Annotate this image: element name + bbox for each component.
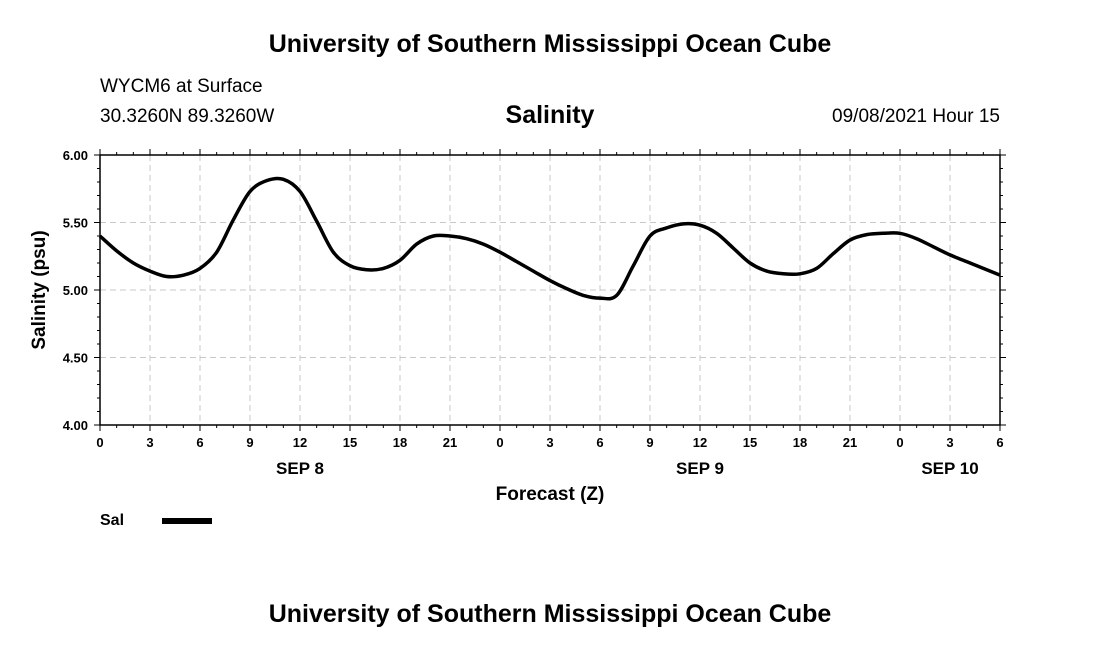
x-tick-label: 0 (96, 435, 103, 450)
y-tick-label: 6.00 (63, 148, 88, 163)
x-tick-label: 0 (896, 435, 903, 450)
x-tick-label: 3 (546, 435, 553, 450)
x-tick-label: 6 (996, 435, 1003, 450)
top-title: University of Southern Mississippi Ocean… (268, 30, 832, 58)
y-axis-title: Salinity (psu) (29, 230, 50, 349)
x-tick-label: 15 (743, 435, 757, 450)
y-tick-label: 4.50 (63, 351, 88, 366)
tick-layer (94, 149, 1006, 431)
x-tick-label: 21 (843, 435, 857, 450)
series-layer (98, 176, 1001, 301)
date-label: SEP 10 (921, 459, 978, 478)
chart-title: Salinity (505, 101, 595, 129)
x-tick-label: 9 (246, 435, 253, 450)
label-layer: 0 3 6 9 12 15 18 21 0 3 6 9 12 15 18 21 0 3 6 6.00 5.50 5.00 4… (63, 148, 1004, 478)
x-tick-label: 15 (343, 435, 357, 450)
station-label: WYCM6 at Surface (100, 76, 263, 97)
coordinates-label: 30.3260N 89.3260W (100, 106, 275, 127)
x-tick-label: 0 (496, 435, 503, 450)
x-tick-label: 6 (196, 435, 203, 450)
grid-layer (100, 155, 1000, 425)
x-tick-label: 9 (646, 435, 653, 450)
x-tick-label: 3 (946, 435, 953, 450)
x-tick-label: 12 (293, 435, 307, 450)
y-tick-label: 4.00 (63, 418, 88, 433)
y-tick-label: 5.00 (63, 283, 88, 298)
datetime-label: 09/08/2021 Hour 15 (832, 106, 1000, 127)
x-tick-label: 12 (693, 435, 707, 450)
legend-label: Sal (100, 512, 124, 529)
date-label: SEP 9 (676, 459, 724, 478)
x-tick-label: 18 (793, 435, 807, 450)
x-axis-title: Forecast (Z) (496, 484, 605, 505)
salinity-series-line (98, 176, 1001, 301)
x-tick-label: 18 (393, 435, 407, 450)
date-label: SEP 8 (276, 459, 324, 478)
y-tick-label: 5.50 (63, 216, 88, 231)
bottom-title: University of Southern Mississippi Ocean… (268, 600, 832, 628)
x-tick-label: 21 (443, 435, 457, 450)
x-tick-label: 6 (596, 435, 603, 450)
x-tick-label: 3 (146, 435, 153, 450)
